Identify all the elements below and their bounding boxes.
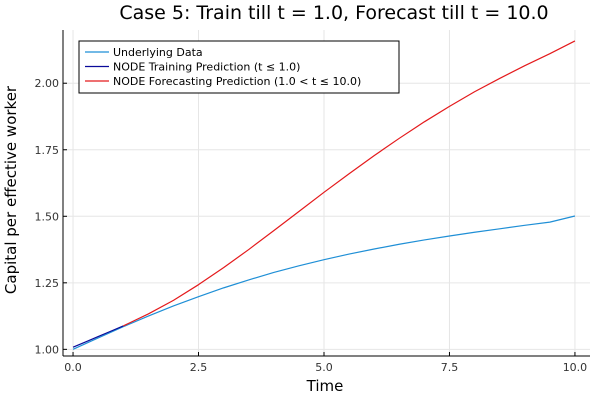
x-tick-label-1: 2.5 [190,361,208,374]
series-line-1 [72,325,124,348]
y-axis-label: Capital per effective worker [2,85,20,294]
legend-box [78,40,400,94]
y-tick-label-1: 1.25 [35,277,60,290]
x-tick-label-4: 10.0 [563,361,588,374]
x-tick-label-3: 7.5 [441,361,459,374]
y-tick-label-3: 1.75 [35,144,60,157]
series-layer [72,40,576,350]
x-tick-label-0: 0.0 [64,361,82,374]
chart-title: Case 5: Train till t = 1.0, Forecast til… [119,2,548,24]
ticks: 0.0 2.5 5.0 7.5 10.0 1.00 1.25 1.50 1.75 2.00 [35,77,588,374]
legend-label-2: NODE Forecasting Prediction (1.0 < t ≤ 1… [113,75,361,88]
plot-frame [62,30,590,357]
series-line-0 [72,215,576,350]
series-line-2 [122,40,576,327]
y-tick-label-2: 1.50 [35,210,60,223]
y-tick-label-4: 2.00 [35,77,60,90]
legend: Underlying Data NODE Training Prediction … [78,40,400,94]
legend-label-0: Underlying Data [113,46,203,59]
x-tick-label-2: 5.0 [315,361,333,374]
x-axis-label: Time [306,377,344,395]
y-tick-label-0: 1.00 [35,343,60,356]
legend-label-1: NODE Training Prediction (t ≤ 1.0) [113,61,300,74]
